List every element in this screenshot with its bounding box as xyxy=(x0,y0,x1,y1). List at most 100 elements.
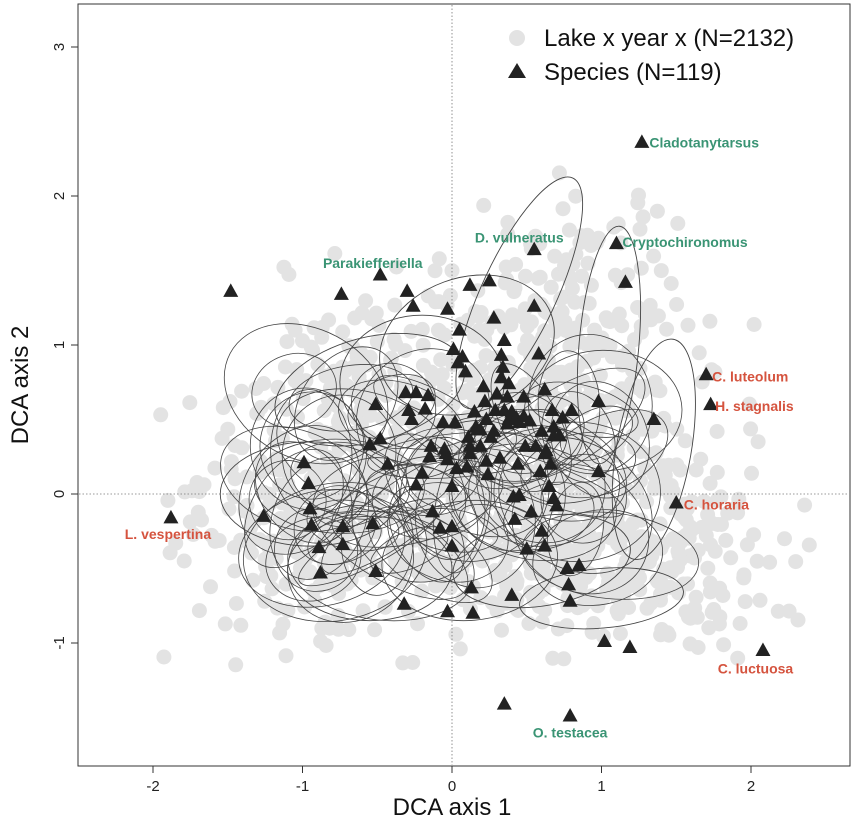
lake-year-point xyxy=(572,538,588,554)
species-point xyxy=(448,460,464,475)
lake-year-point xyxy=(616,587,632,603)
lake-year-point xyxy=(452,641,468,657)
species-ellipse xyxy=(356,348,490,479)
reference-lines xyxy=(79,5,849,765)
species-point xyxy=(408,384,424,399)
lake-year-point xyxy=(369,456,385,472)
lake-year-point xyxy=(327,246,343,261)
lake-year-point xyxy=(427,263,443,279)
species-point xyxy=(335,536,351,551)
lake-year-point xyxy=(610,606,626,622)
lake-year-point xyxy=(517,301,533,317)
species-point xyxy=(311,539,327,554)
species-ellipse xyxy=(560,405,633,462)
lake-year-point xyxy=(189,475,205,490)
lake-year-point xyxy=(226,540,242,555)
species-ellipse xyxy=(259,391,365,500)
lake-year-point xyxy=(358,293,374,309)
species-point xyxy=(478,453,494,467)
lake-year-point xyxy=(429,479,445,494)
lake-year-point xyxy=(160,492,176,508)
species-point xyxy=(440,451,456,466)
lake-year-point xyxy=(718,532,734,548)
lake-year-point xyxy=(574,268,590,284)
lake-year-point xyxy=(669,421,685,437)
lake-year-point xyxy=(414,583,430,599)
lake-year-point xyxy=(414,321,430,337)
x-axis-title: DCA axis 1 xyxy=(393,794,512,821)
species-point xyxy=(398,384,414,399)
species-ellipse xyxy=(281,394,397,513)
lake-year-point xyxy=(741,396,757,412)
species-point xyxy=(538,442,554,457)
lake-year-point xyxy=(284,316,300,332)
lake-year-point xyxy=(584,588,599,604)
lake-year-point xyxy=(431,251,447,267)
y-tick-label: 2 xyxy=(51,192,68,200)
lake-year-point xyxy=(592,367,608,383)
lake-year-point xyxy=(162,545,178,561)
lake-year-point xyxy=(680,609,696,625)
lake-year-point xyxy=(264,581,280,597)
species-point xyxy=(499,389,515,403)
lake-year-point xyxy=(523,314,539,330)
lake-year-point xyxy=(156,649,172,665)
species-ellipse xyxy=(276,388,456,513)
lake-year-point xyxy=(630,195,646,211)
lake-year-point xyxy=(587,322,602,338)
species-point xyxy=(507,511,523,525)
lake-year-point xyxy=(632,221,648,237)
species-point xyxy=(296,454,312,469)
species-point xyxy=(495,359,511,373)
lake-year-point xyxy=(653,627,669,643)
species-point xyxy=(510,456,526,470)
lake-year-point xyxy=(330,414,346,429)
lake-year-point xyxy=(680,317,696,333)
species-ellipse xyxy=(519,567,684,630)
lake-year-point xyxy=(266,396,282,412)
species-label: O. testacea xyxy=(533,724,608,740)
species-point xyxy=(552,427,568,442)
lake-year-point xyxy=(290,409,305,425)
species-point xyxy=(634,134,650,148)
lake-year-point xyxy=(677,433,693,449)
species-point xyxy=(531,345,547,360)
lake-year-point xyxy=(407,374,423,390)
species-point xyxy=(462,438,478,452)
lake-year-point xyxy=(555,201,571,217)
species-ellipse xyxy=(219,441,401,547)
species-point xyxy=(372,266,388,281)
lake-year-point xyxy=(633,512,649,528)
lake-year-point xyxy=(291,373,307,389)
lake-year-point xyxy=(371,318,387,333)
lake-year-point xyxy=(227,563,243,579)
species-point xyxy=(420,387,436,402)
species-point xyxy=(401,402,417,417)
lake-year-point xyxy=(471,309,487,324)
lake-year-point xyxy=(220,421,236,437)
species-point xyxy=(492,450,508,464)
species-point xyxy=(534,423,550,437)
lake-year-point xyxy=(272,625,288,641)
lake-year-point xyxy=(518,268,533,284)
species-point xyxy=(526,298,542,312)
species-ellipse xyxy=(254,438,425,534)
species-point xyxy=(256,508,272,522)
species-point xyxy=(459,459,475,473)
lake-year-point xyxy=(310,356,326,372)
species-ellipse xyxy=(298,498,442,587)
lake-year-point xyxy=(363,544,379,560)
lake-year-point xyxy=(343,383,359,398)
lake-year-point xyxy=(547,248,563,264)
lake-year-point xyxy=(557,258,572,274)
lake-year-point xyxy=(627,332,642,348)
species-point xyxy=(528,438,544,452)
lake-year-point xyxy=(598,493,614,509)
species-ellipse xyxy=(540,453,627,544)
lake-year-point xyxy=(587,442,603,458)
species-point xyxy=(608,235,624,250)
species-point xyxy=(444,478,460,493)
lake-year-point xyxy=(723,550,739,566)
species-point xyxy=(532,463,548,478)
y-axis-title: DCA axis 2 xyxy=(7,326,34,445)
